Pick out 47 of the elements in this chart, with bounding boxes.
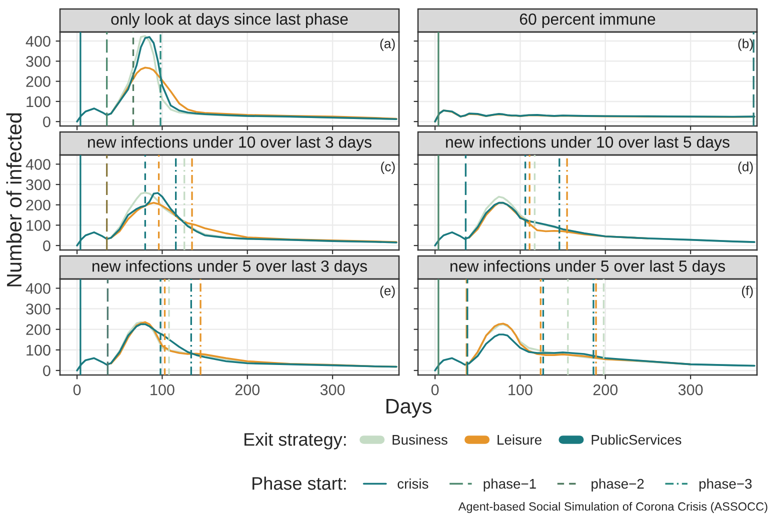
y-tick-label: 100	[26, 96, 50, 108]
x-tick-label: 0	[73, 384, 81, 396]
text: Phase start:	[252, 476, 346, 490]
chart-title: new infections under 10 over last 5 days	[446, 136, 730, 151]
y-tick-label: 300	[26, 179, 50, 190]
y-tick-label: 100	[26, 344, 50, 356]
annotation: (c)	[381, 162, 395, 174]
y-tick-label: 0	[43, 116, 50, 128]
legend-title: Exit strategy:	[244, 432, 346, 450]
annotation: (a)	[380, 38, 395, 51]
annotation: (b)	[738, 38, 753, 51]
x-tick-label: 200	[235, 384, 260, 396]
y-tick-label: 400	[26, 159, 50, 170]
y-tick-label: 100	[26, 220, 50, 231]
chart-title: 60 percent immune	[520, 13, 656, 28]
legend-label: Leisure	[498, 434, 542, 445]
legend-label: phase−2	[592, 478, 644, 492]
x-tick-label: 0	[431, 384, 439, 396]
chart-title: only look at days since last phase	[111, 13, 348, 28]
legend-label: phase−1	[484, 478, 536, 492]
chart-title: new infections under 5 over last 3 days	[92, 260, 367, 275]
y-tick-label: 200	[26, 324, 50, 336]
y-tick-label: 200	[26, 76, 50, 87]
chart-title: new infections under 10 over last 3 days	[88, 136, 372, 151]
x-tick-label: 200	[593, 384, 618, 396]
annotation: (e)	[380, 286, 395, 298]
legend-label: Business	[392, 434, 448, 445]
annotation: (f)	[742, 286, 753, 298]
y-tick-label: 300	[26, 56, 50, 67]
y-axis-title: Number of infected	[6, 113, 22, 286]
x-tick-label: 300	[678, 384, 703, 396]
x-tick-label: 300	[320, 384, 345, 396]
y-tick-label: 200	[26, 200, 50, 211]
chart-title: new infections under 5 over last 5 days	[450, 260, 725, 275]
legend-label: PublicServices	[592, 434, 682, 445]
legend-label: crisis	[398, 478, 428, 489]
x-tick-label: 100	[508, 384, 532, 396]
x-tick-label: 100	[150, 384, 174, 396]
text: Agent-based Social Simulation of Corona Crisis (ASSOCC)	[458, 502, 768, 513]
legend-label: phase−3	[699, 478, 752, 492]
y-tick-label: 400	[26, 36, 50, 47]
x-axis-title: Days	[386, 399, 432, 418]
y-tick-label: 400	[26, 283, 50, 294]
y-tick-label: 300	[26, 304, 50, 314]
y-tick-label: 0	[43, 240, 50, 252]
y-tick-label: 0	[43, 365, 50, 376]
annotation: (d)	[738, 162, 753, 174]
